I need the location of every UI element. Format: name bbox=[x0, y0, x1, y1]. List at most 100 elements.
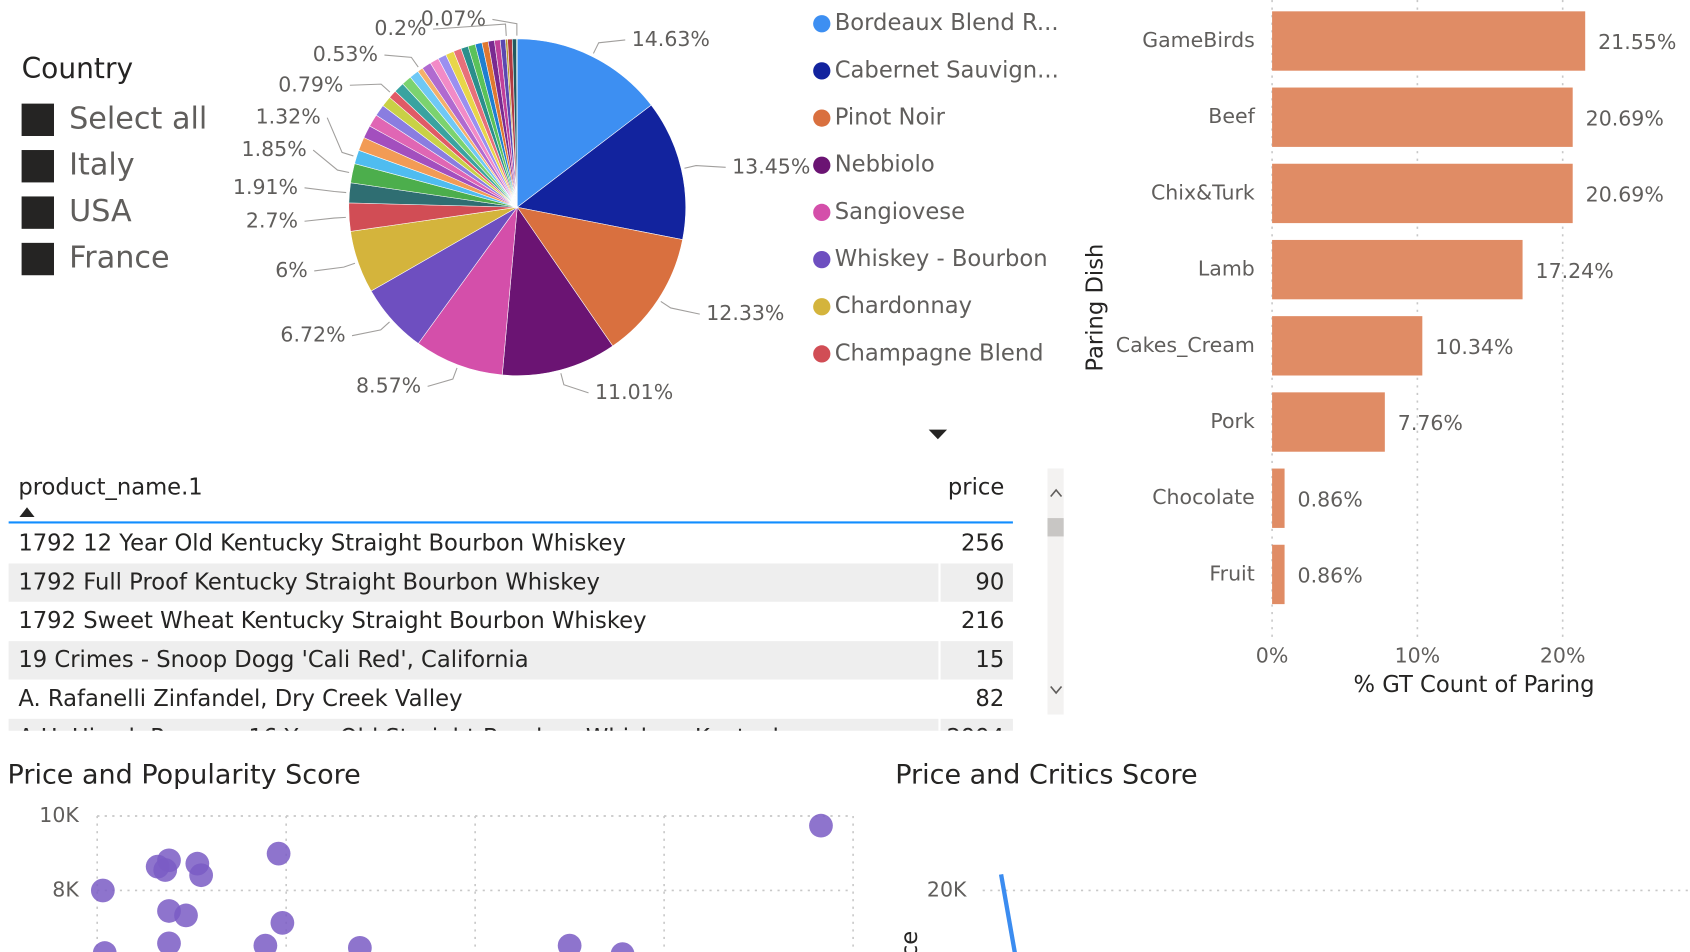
table-body: 1792 12 Year Old Kentucky Straight Bourb… bbox=[8, 524, 1013, 751]
x-tick-label: 0% bbox=[1256, 643, 1289, 667]
leader-line bbox=[684, 165, 726, 169]
point bbox=[610, 942, 635, 952]
data-label: 21.55% bbox=[1598, 30, 1676, 54]
leader-line bbox=[427, 367, 458, 387]
leader-line bbox=[312, 149, 350, 174]
bar bbox=[1272, 392, 1385, 452]
scroll-thumb[interactable] bbox=[1047, 518, 1064, 537]
cell: 1792 12 Year Old Kentucky Straight Bourb… bbox=[18, 531, 626, 557]
checkbox[interactable] bbox=[21, 150, 54, 183]
cell: 1792 Sweet Wheat Kentucky Straight Bourb… bbox=[18, 608, 646, 634]
scroll-up[interactable] bbox=[1050, 488, 1063, 498]
pie-slice bbox=[516, 38, 518, 208]
data-label: 0.07% bbox=[421, 6, 486, 30]
data-label: 20.69% bbox=[1586, 106, 1664, 130]
data-label: 0.53% bbox=[313, 42, 378, 66]
cell: 15 bbox=[975, 647, 1004, 673]
data-label: 14.63% bbox=[632, 27, 710, 51]
y-tick-label: 20K bbox=[927, 877, 967, 901]
data-label: 1.91% bbox=[233, 175, 298, 199]
line bbox=[998, 873, 1017, 952]
row-band bbox=[8, 563, 1013, 603]
x-axis-title: % GT Count of Paring bbox=[1354, 672, 1595, 698]
y-tick-label: Fruit bbox=[1209, 561, 1254, 585]
leader-line bbox=[560, 373, 589, 394]
legend-swatch bbox=[813, 62, 831, 80]
bar bbox=[1272, 239, 1523, 300]
slicer-item[interactable]: USA bbox=[69, 194, 132, 229]
y-tick-label: Lamb bbox=[1198, 257, 1255, 281]
cell: 216 bbox=[961, 608, 1004, 634]
data-label: 13.45% bbox=[732, 154, 810, 178]
y-tick-label: Chocolate bbox=[1152, 485, 1255, 509]
leader-line bbox=[432, 23, 507, 37]
cell: 1792 Full Proof Kentucky Straight Bourbo… bbox=[18, 569, 600, 595]
data-label: 6.72% bbox=[280, 323, 345, 347]
data-label: 11.01% bbox=[595, 380, 673, 404]
x-tick-label: 20% bbox=[1540, 643, 1586, 667]
y-tick-label: 8K bbox=[52, 877, 79, 901]
point bbox=[189, 863, 214, 888]
leader-line bbox=[326, 117, 354, 157]
y-tick-label: GameBirds bbox=[1142, 28, 1255, 52]
row-band bbox=[8, 718, 1013, 731]
column-header: price bbox=[948, 474, 1004, 500]
data-label: 12.33% bbox=[706, 301, 784, 325]
point bbox=[270, 911, 295, 935]
data-label: 8.57% bbox=[356, 373, 421, 397]
y-tick-label: Pork bbox=[1210, 409, 1255, 433]
legend-swatch bbox=[813, 345, 831, 363]
chart-title: Price and Popularity Score bbox=[8, 760, 361, 791]
data-label: 2.7% bbox=[246, 208, 298, 232]
slicer-item[interactable]: Select all bbox=[69, 101, 207, 136]
y-tick-label: 10K bbox=[39, 803, 79, 827]
point bbox=[347, 935, 372, 952]
x-tick-label: 10% bbox=[1395, 643, 1441, 667]
legend-more-arrow[interactable] bbox=[928, 429, 948, 440]
leader-line bbox=[351, 321, 390, 337]
data-label: 17.24% bbox=[1536, 259, 1614, 283]
pie-slice bbox=[516, 206, 683, 347]
bar bbox=[1272, 163, 1573, 224]
y-tick-label: Beef bbox=[1208, 104, 1255, 128]
scroll-down[interactable] bbox=[1050, 685, 1063, 695]
cell: 2994 bbox=[947, 725, 1005, 751]
data-label: 1.32% bbox=[256, 105, 321, 129]
data-label: 0.2% bbox=[374, 16, 426, 40]
chart-title: Price and Critics Score bbox=[895, 760, 1197, 791]
point bbox=[92, 941, 117, 952]
bar bbox=[1272, 87, 1573, 147]
point bbox=[809, 813, 833, 838]
sort-arrow[interactable] bbox=[19, 507, 35, 518]
legend-swatch bbox=[813, 109, 831, 127]
legend-swatch bbox=[813, 15, 831, 33]
legend-label: Nebbiolo bbox=[835, 152, 935, 178]
bar bbox=[1272, 11, 1586, 71]
row-band bbox=[8, 641, 1013, 680]
checkbox[interactable] bbox=[21, 196, 54, 229]
data-label: 0.86% bbox=[1298, 564, 1363, 588]
cell: A.H. Hirsch Reserve 16 Year Old Straight… bbox=[18, 725, 798, 751]
checkbox[interactable] bbox=[21, 242, 54, 276]
legend-label: Bordeaux Blend R... bbox=[835, 10, 1059, 36]
bar bbox=[1272, 468, 1285, 528]
legend-swatch bbox=[813, 203, 831, 222]
slicer-item[interactable]: France bbox=[69, 241, 170, 276]
leader-line bbox=[492, 18, 518, 36]
bar bbox=[1272, 316, 1423, 376]
slicer-item[interactable]: Italy bbox=[69, 148, 135, 183]
column-header: product_name.1 bbox=[18, 474, 202, 500]
cell: 256 bbox=[961, 531, 1004, 557]
legend-swatch bbox=[813, 298, 831, 316]
checkbox[interactable] bbox=[21, 103, 54, 136]
legend-label: Chardonnay bbox=[835, 293, 972, 319]
leader-line bbox=[314, 262, 356, 272]
data-label: 0.86% bbox=[1298, 487, 1363, 511]
pie-slice bbox=[516, 104, 686, 240]
leader-line bbox=[384, 54, 419, 68]
scrollbar[interactable] bbox=[1047, 468, 1064, 715]
point bbox=[266, 841, 291, 866]
legend-swatch bbox=[813, 250, 831, 269]
leader-line bbox=[660, 300, 700, 315]
